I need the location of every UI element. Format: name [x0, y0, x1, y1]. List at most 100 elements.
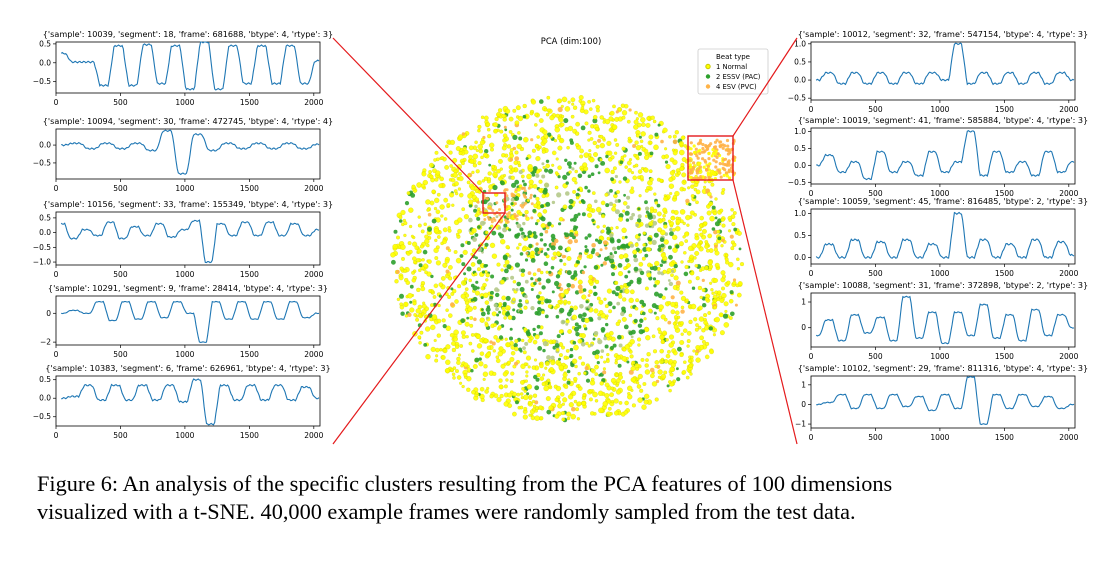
scatter-point: [582, 324, 587, 328]
scatter-point: [551, 200, 556, 205]
scatter-point: [498, 335, 504, 340]
scatter-point: [613, 138, 618, 142]
scatter-point: [563, 288, 569, 295]
scatter-point: [564, 158, 568, 162]
y-tick-label: −1.0: [33, 258, 51, 267]
scatter-point: [642, 302, 646, 307]
scatter-point: [644, 363, 649, 368]
scatter-point: [522, 213, 525, 217]
y-tick-label: 1.0: [794, 127, 806, 136]
scatter-point: [660, 139, 664, 144]
scatter-point: [557, 165, 562, 170]
scatter-point: [479, 220, 486, 226]
scatter-point: [461, 334, 466, 339]
scatter-point: [577, 188, 580, 192]
scatter-point: [522, 414, 528, 420]
scatter-point: [503, 189, 507, 193]
scatter-point: [473, 272, 478, 277]
scatter-point: [654, 291, 659, 297]
scatter-point: [594, 399, 599, 403]
scatter-point: [545, 163, 550, 169]
scatter-point: [434, 197, 440, 204]
scatter-point: [421, 171, 427, 177]
right-ecg-panels: {'sample': 10012, 'segment': 32, 'frame'…: [788, 29, 1088, 442]
scatter-point: [635, 133, 640, 138]
scatter-point: [390, 252, 396, 258]
scatter-point: [579, 154, 584, 159]
scatter-point: [716, 229, 721, 234]
scatter-point: [437, 303, 441, 308]
scatter-point: [710, 154, 714, 158]
scatter-point: [488, 163, 492, 167]
scatter-point: [641, 122, 646, 127]
x-tick-label: 0: [809, 105, 814, 114]
scatter-point: [509, 327, 513, 331]
scatter-point: [670, 215, 676, 221]
scatter-point: [553, 138, 558, 143]
scatter-point: [483, 218, 487, 221]
scatter-point: [527, 164, 533, 170]
scatter-point: [637, 169, 643, 174]
scatter-point: [706, 204, 711, 209]
scatter-point: [560, 122, 565, 127]
scatter-point: [649, 367, 655, 373]
scatter-point: [689, 271, 695, 276]
scatter-point: [701, 228, 707, 234]
y-tick-label: 1: [801, 380, 806, 389]
scatter-point: [659, 263, 663, 267]
scatter-point: [628, 297, 634, 304]
ecg-panel-title: {'sample': 10012, 'segment': 32, 'frame'…: [798, 29, 1088, 39]
scatter-point: [730, 311, 735, 317]
scatter-point: [632, 249, 638, 255]
scatter-point: [583, 109, 589, 115]
scatter-point: [655, 305, 660, 310]
scatter-point: [524, 258, 529, 262]
scatter-point: [646, 352, 651, 357]
scatter-point: [539, 99, 544, 104]
scatter-point: [689, 254, 694, 260]
scatter-point: [470, 185, 476, 191]
scatter-point: [560, 411, 566, 416]
ecg-panel-frame: [810, 41, 1076, 101]
scatter-point: [482, 377, 486, 381]
x-tick-label: 2000: [1059, 352, 1078, 361]
scatter-point: [400, 244, 406, 250]
ecg-panel-9: {'sample': 10088, 'segment': 31, 'frame'…: [798, 280, 1088, 361]
scatter-point: [486, 316, 489, 320]
scatter-point: [554, 397, 559, 402]
scatter-point: [566, 380, 571, 385]
scatter-point: [530, 202, 534, 206]
scatter-point: [615, 355, 621, 361]
scatter-point: [418, 268, 422, 273]
scatter-point: [473, 208, 478, 213]
scatter-point: [690, 303, 697, 310]
scatter-point: [467, 199, 474, 205]
scatter-point: [662, 269, 667, 274]
scatter-point: [442, 348, 448, 354]
scatter-point: [505, 188, 509, 192]
ecg-trace: [60, 41, 320, 91]
scatter-point: [463, 373, 468, 378]
scatter-point: [714, 316, 720, 323]
scatter-point: [555, 314, 560, 319]
scatter-point: [524, 209, 529, 215]
scatter-point: [590, 172, 595, 176]
scatter-point: [499, 129, 504, 134]
scatter-point: [460, 293, 466, 299]
scatter-point: [663, 224, 668, 229]
scatter-point: [558, 245, 563, 251]
scatter-point: [692, 349, 696, 353]
scatter-point: [530, 138, 534, 142]
scatter-point: [571, 358, 578, 364]
scatter-point: [491, 164, 496, 169]
scatter-point: [637, 122, 642, 128]
scatter-point: [555, 157, 559, 161]
scatter-point: [445, 325, 451, 331]
scatter-point: [644, 200, 648, 205]
ecg-panel-frame: [810, 292, 1076, 348]
scatter-point: [668, 261, 675, 267]
scatter-point: [711, 227, 716, 231]
scatter-point: [503, 125, 507, 129]
y-tick-label: 0.0: [794, 253, 806, 262]
scatter-point: [701, 339, 706, 344]
